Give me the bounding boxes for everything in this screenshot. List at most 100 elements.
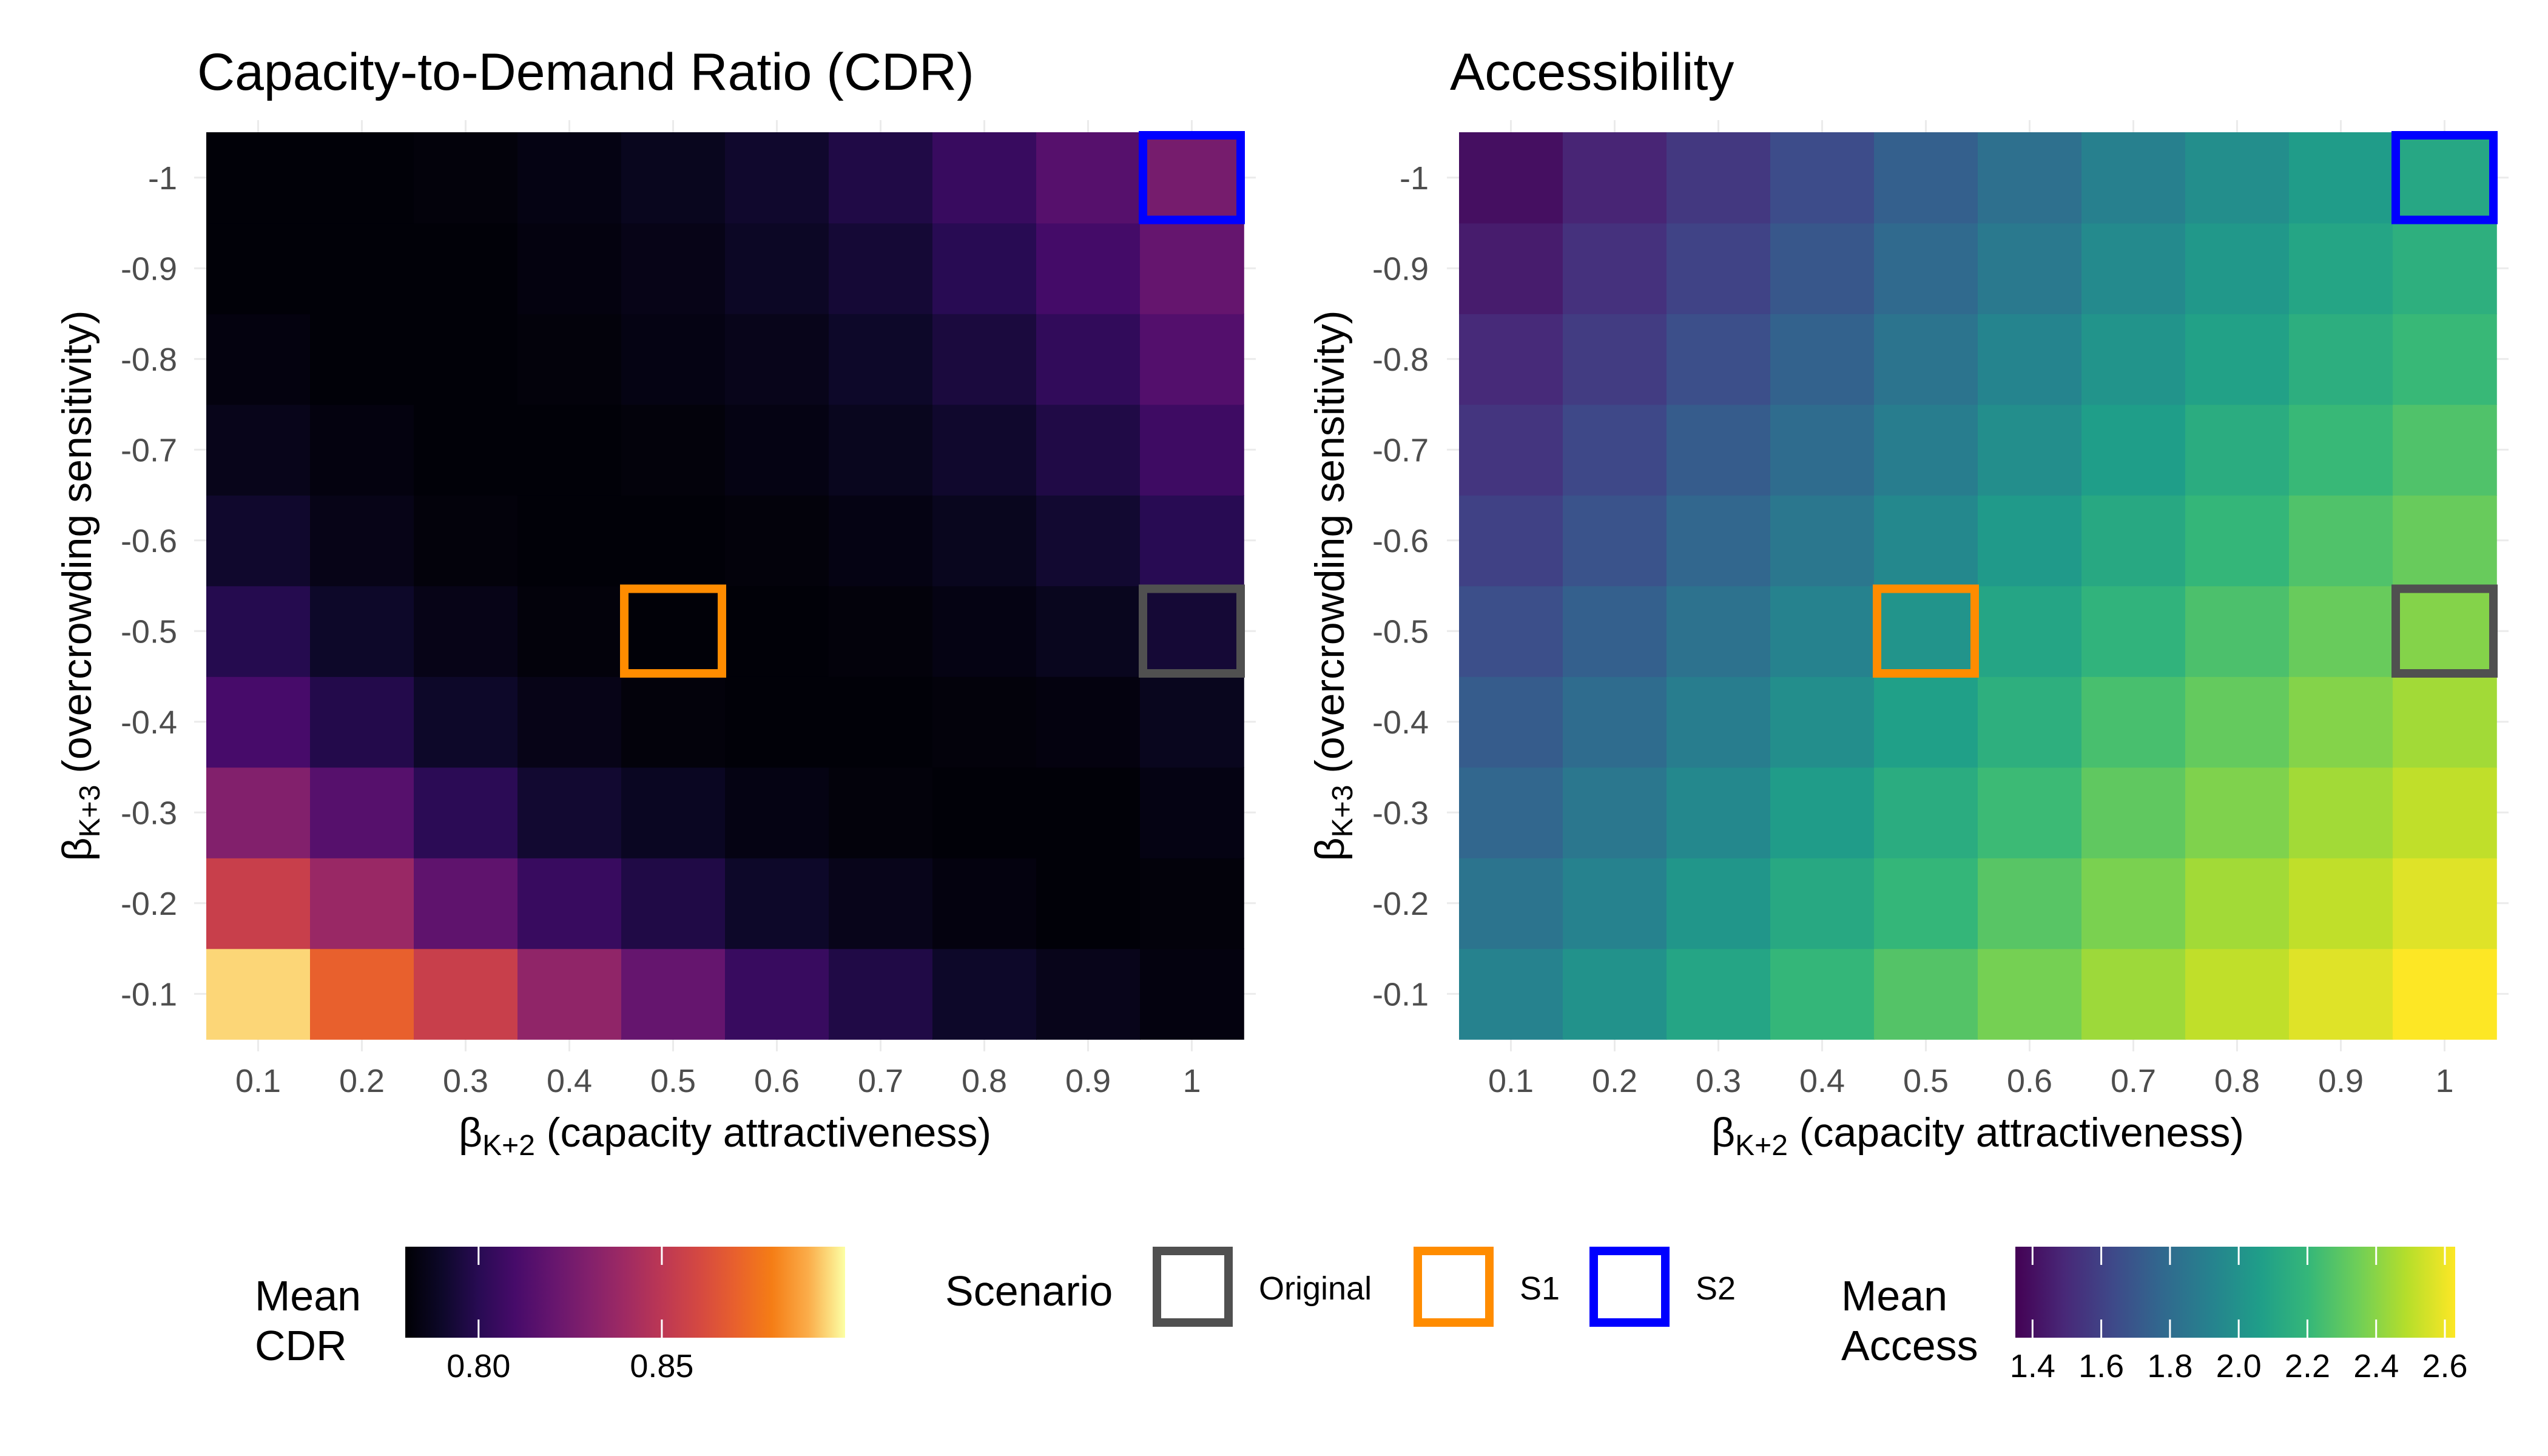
heatmap-cell: 0.6, -0.7: 1.98 [1978,404,2082,496]
heatmap-cell: 0.6, -1: 0.791 [725,132,829,224]
heatmap-cell: 0.5, -0.2: 0.797 [621,858,726,949]
colorbar-gradient [2015,1247,2455,1338]
heatmap-cell: 0.9, -0.9: 0.809 [1036,223,1141,314]
heatmap-cell: 0.1, -0.4: 1.72 [1459,676,1563,768]
heatmap-panels: Capacity-to-Demand Ratio (CDR) 0.1, -0.1:… [54,43,2509,1162]
heatmap-cell: 0.5, -0.7: 0.782 [621,404,726,496]
heatmap-cell: 0.7, -0.7: 2.06 [2081,404,2186,496]
heatmap-cell: 0.6, -0.4: 2.16 [1978,676,2082,768]
heatmap-cell: 0.1, -0.8: 1.5 [1459,314,1563,405]
heatmap-cell: 0.4, -0.6: 0.781 [517,495,622,587]
y-tick-label: -0.7 [1372,432,1429,468]
y-tick-label: -0.3 [1372,795,1429,831]
heatmap-cell: 0.7, -0.4: 2.25 [2081,676,2186,768]
heatmap-cell: 0.4, -1: 1.65 [1770,132,1875,224]
heatmap-cell: 1, -0.3: 2.51 [2393,767,2497,858]
colorbar-tick-label: 1.8 [2147,1348,2192,1384]
heatmap-cell: 0.4, -0.8: 0.782 [517,314,622,405]
heatmap-cell: 0.8, -1: 1.98 [2185,132,2290,224]
heatmap-cell: 0.6, -0.2: 0.79 [725,858,829,949]
heatmap-cell: 0.1, -0.3: 1.77 [1459,767,1563,858]
heatmap-cell: 0.3, -0.9: 0.781 [414,223,518,314]
scenario-label: S2 [1696,1270,1736,1307]
heatmap-cell: 0.1, -0.2: 1.84 [1459,858,1563,949]
heatmap-cell: 0.7, -0.4: 0.781 [829,676,933,768]
heatmap-cell: 0.8, -0.9: 2.03 [2185,223,2290,314]
x-tick-label: 1 [2435,1063,2453,1099]
heatmap-cell: 0.3, -0.3: 0.801 [414,767,518,858]
heatmap-cell: 0.6, -0.2: 2.29 [1978,858,2082,949]
scenario-box-original [2391,584,2498,678]
heatmap-cell: 0.2, -0.1: 0.87 [310,948,414,1040]
heatmap-cell: 0.9, -0.7: 0.797 [1036,404,1141,496]
heatmap-cell: 0.4, -0.5: 1.92 [1770,585,1875,677]
heatmap-cell: 0.7, -0.1: 0.797 [829,948,933,1040]
x-tick-label: 0.1 [1488,1063,1534,1099]
heatmap-cell: 0.2, -0.7: 1.63 [1563,404,1667,496]
heatmap-cell: 0.4, -0.5: 0.782 [517,585,622,677]
heatmap-cell: 0.5, -1: 0.787 [621,132,726,224]
heatmap-cell: 0.8, -0.1: 0.79 [932,948,1037,1040]
heatmap-cell: 0.9, -0.4: 2.39 [2289,676,2393,768]
heatmap-cell: 0.6, -0.1: 0.805 [725,948,829,1040]
heatmap-cell: 0.9, -0.1: 0.786 [1036,948,1141,1040]
heatmap-cell: 0.7, -0.3: 0.782 [829,767,933,858]
heatmap-cell: 0.6, -0.8: 1.93 [1978,314,2082,405]
heatmap-cell: 0.4, -0.1: 0.835 [517,948,622,1040]
heatmap-cell: 0.3, -0.9: 1.61 [1667,223,1771,314]
x-tick-label: 0.3 [443,1063,488,1099]
x-tick-label: 0.9 [2318,1063,2364,1099]
heatmap-cell: 0.8, -0.5: 0.784 [932,585,1037,677]
heatmap-cell: 0.8, -0.1: 2.51 [2185,948,2290,1040]
chart-title: Capacity-to-Demand Ratio (CDR) [197,43,974,101]
heatmap-cell: 0.2, -0.6: 1.68 [1563,495,1667,587]
scenario-box-original [1139,584,1245,678]
x-tick-label: 0.4 [547,1063,592,1099]
heatmap-cell: 0.3, -0.6: 1.77 [1667,495,1771,587]
heatmap-cell: 0.1, -0.8: 0.783 [206,314,311,405]
heatmap-cell: 0.8, -0.6: 2.2 [2185,495,2290,587]
y-tick-label: -0.9 [1372,251,1429,287]
heatmap-cell: 0.2, -0.8: 1.58 [1563,314,1667,405]
scenario-key-s2 [1589,1247,1670,1327]
heatmap-cell: 0.5, -0.8: 0.784 [621,314,726,405]
scenario-key-original [1153,1247,1233,1327]
heatmap-cell: 0.2, -0.4: 1.8 [1563,676,1667,768]
heatmap-cell: 0.9, -0.6: 0.792 [1036,495,1141,587]
x-tick-label: 0.6 [754,1063,800,1099]
heatmap-cell: 0.7, -0.8: 2.01 [2081,314,2186,405]
y-tick-label: -0.2 [121,886,177,922]
colorbar-tick-label: 2.0 [2216,1348,2262,1384]
y-tick-label: -0.2 [1372,886,1429,922]
heatmap-cell: 1, -0.4: 2.45 [2393,676,2497,768]
x-tick-label: 0.7 [2111,1063,2156,1099]
scenario-key-s1 [1414,1247,1494,1327]
heatmap-cell: 0.1, -0.7: 0.786 [206,404,311,496]
heatmap-cell: 0.5, -0.7: 1.89 [1874,404,1978,496]
heatmap-cell: 0.7, -0.1: 2.44 [2081,948,2186,1040]
y-tick-label: -0.7 [121,432,177,468]
heatmap-cell: 0.8, -0.8: 0.795 [932,314,1037,405]
heatmap-cell: 0.5, -0.9: 0.785 [621,223,726,314]
heatmap-cell: 0.4, -0.3: 0.792 [517,767,622,858]
heatmap-cell: 0.4, -0.2: 2.12 [1770,858,1875,949]
scenario-box-s1 [1873,584,1979,678]
heatmap-cell: 0.3, -0.2: 0.818 [414,858,518,949]
x-tick-label: 0.6 [2007,1063,2052,1099]
heatmap-cell: 0.1, -0.7: 1.55 [1459,404,1563,496]
heatmap-cell: 0.6, -0.1: 2.36 [1978,948,2082,1040]
heatmap-cell: 0.8, -0.7: 0.791 [932,404,1037,496]
heatmap-cell: 0.1, -0.3: 0.83 [206,767,311,858]
heatmap-cell: 0.9, -0.9: 2.1 [2289,223,2393,314]
heatmap-cell: 0.2, -0.8: 0.781 [310,314,414,405]
colorbar-tick-label: 2.6 [2422,1348,2467,1384]
heatmap-cell: 0.7, -0.2: 0.786 [829,858,933,949]
heatmap-cell: 0.5, -0.3: 0.788 [621,767,726,858]
heatmap-cell: 0.6, -0.3: 0.784 [725,767,829,858]
heatmap-cell: 0.1, -0.5: 0.799 [206,585,311,677]
heatmap-cell: 0.4, -0.4: 1.98 [1770,676,1875,768]
heatmap-cell: 0.3, -1: 0.782 [414,132,518,224]
heatmap-cell: 0.1, -0.9: 1.45 [1459,223,1563,314]
heatmap-cell: 0.1, -0.6: 0.791 [206,495,311,587]
